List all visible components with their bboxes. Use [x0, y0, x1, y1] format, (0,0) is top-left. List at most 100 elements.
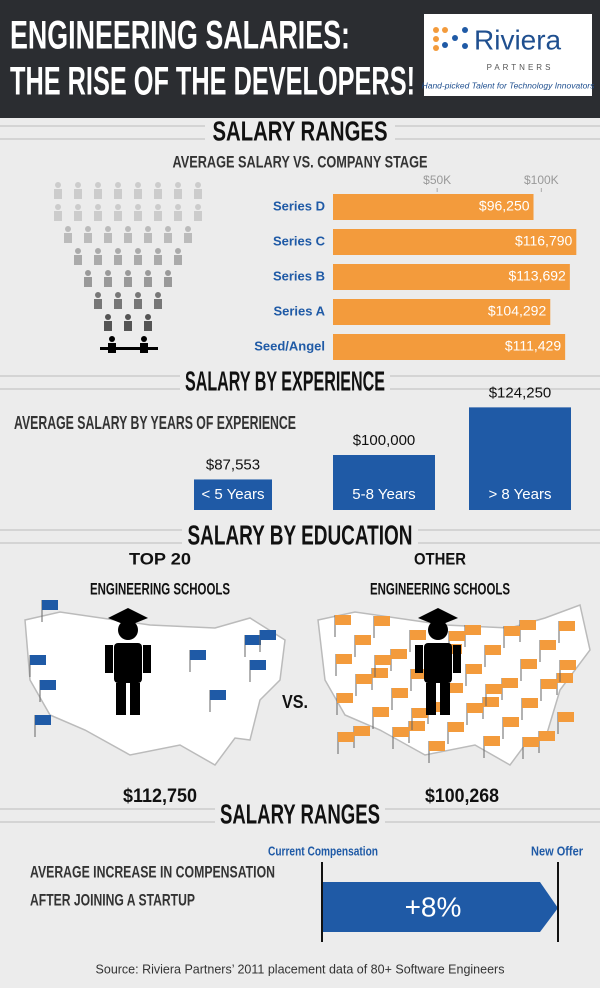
person-icon — [135, 182, 141, 188]
category-label: 5-8 Years — [352, 486, 415, 503]
person-icon — [145, 226, 151, 232]
person-icon — [185, 226, 191, 232]
logo-sub: PARTNERS — [487, 63, 554, 72]
bar — [194, 479, 272, 510]
title: ENGINEERING SALARIES: — [10, 14, 350, 58]
value-label: $111,429 — [505, 338, 562, 354]
flag — [557, 673, 573, 683]
person-icon — [74, 211, 82, 221]
flag — [502, 678, 518, 688]
value-label: $96,250 — [479, 198, 530, 214]
person-icon — [55, 182, 61, 188]
person-icon — [134, 211, 142, 221]
value-label: $124,250 — [489, 384, 552, 401]
vs-label: VS. — [282, 692, 308, 712]
person-icon — [125, 270, 131, 276]
flag — [35, 715, 51, 725]
person-icon — [94, 299, 102, 309]
x-tick-label: $50K — [423, 173, 451, 187]
person-icon — [194, 211, 202, 221]
comp-text: AVERAGE INCREASE IN COMPENSATION — [30, 862, 275, 881]
category-label: Series D — [273, 198, 325, 213]
bar — [333, 194, 534, 220]
person-icon — [104, 233, 112, 243]
person-icon — [115, 292, 121, 298]
flag — [485, 645, 501, 655]
divider-lines — [0, 125, 600, 823]
edu-label: ENGINEERING SCHOOLS — [90, 579, 230, 598]
person-icon — [144, 233, 152, 243]
person-icon — [154, 189, 162, 199]
category-label: Series A — [273, 303, 325, 318]
person-icon — [145, 270, 151, 276]
person-icon — [145, 314, 151, 320]
flag — [448, 722, 464, 732]
person-icon — [105, 314, 111, 320]
flag — [354, 726, 370, 736]
flag — [466, 664, 482, 674]
person-icon — [115, 182, 121, 188]
person-icon — [144, 277, 152, 287]
logo-box — [424, 14, 592, 96]
person-icon — [174, 211, 182, 221]
edu-label: ENGINEERING SCHOOLS — [370, 579, 510, 598]
person-icon — [154, 255, 162, 265]
flag — [392, 688, 408, 698]
bar — [333, 299, 551, 325]
flag — [372, 668, 388, 678]
flag — [483, 697, 499, 707]
flag — [245, 635, 261, 645]
person-icon — [174, 255, 182, 265]
flag — [336, 654, 352, 664]
logo-dots — [433, 27, 468, 51]
person-icon — [109, 336, 115, 342]
section-subtitle: AVERAGE SALARY VS. COMPANY STAGE — [173, 152, 428, 171]
person-icon — [55, 204, 61, 210]
flag — [449, 631, 465, 641]
section-subtitle: AVERAGE SALARY BY YEARS OF EXPERIENCE — [14, 413, 296, 433]
person-icon — [105, 226, 111, 232]
flag — [337, 693, 353, 703]
flag — [465, 625, 481, 635]
flag — [540, 640, 556, 650]
value-label: $87,553 — [206, 456, 260, 473]
section-title: SALARY RANGES — [220, 798, 380, 829]
logo-name: Riviera — [474, 24, 562, 55]
person-icon — [125, 314, 131, 320]
person-icon — [135, 248, 141, 254]
person-icon — [105, 270, 111, 276]
person-icon — [134, 189, 142, 199]
person-icon — [64, 233, 72, 243]
flag — [467, 703, 483, 713]
bar — [333, 264, 570, 290]
section-title: SALARY RANGES — [213, 115, 388, 146]
person-icon — [165, 226, 171, 232]
flag — [521, 659, 537, 669]
flag — [356, 674, 372, 684]
person-icon — [74, 189, 82, 199]
category-label: < 5 Years — [202, 486, 265, 503]
logo-tagline: Hand-picked Talent for Technology Innova… — [422, 80, 596, 90]
flag — [409, 721, 425, 731]
category-label: Series B — [273, 268, 325, 283]
flag — [373, 707, 389, 717]
flag — [429, 741, 445, 751]
person-icon — [155, 204, 161, 210]
person-icon — [195, 204, 201, 210]
person-icon — [94, 255, 102, 265]
flag — [40, 680, 56, 690]
flag — [559, 621, 575, 631]
person-icon — [85, 226, 91, 232]
flag — [541, 679, 557, 689]
flag — [42, 600, 58, 610]
person-icon — [141, 336, 147, 342]
comp-arrow — [322, 882, 558, 932]
person-icon — [124, 277, 132, 287]
person-icon — [95, 248, 101, 254]
person-icon — [75, 248, 81, 254]
edu-label: OTHER — [414, 549, 466, 568]
flag — [410, 630, 426, 640]
person-icon — [74, 255, 82, 265]
category-label: Seed/Angel — [254, 338, 325, 353]
